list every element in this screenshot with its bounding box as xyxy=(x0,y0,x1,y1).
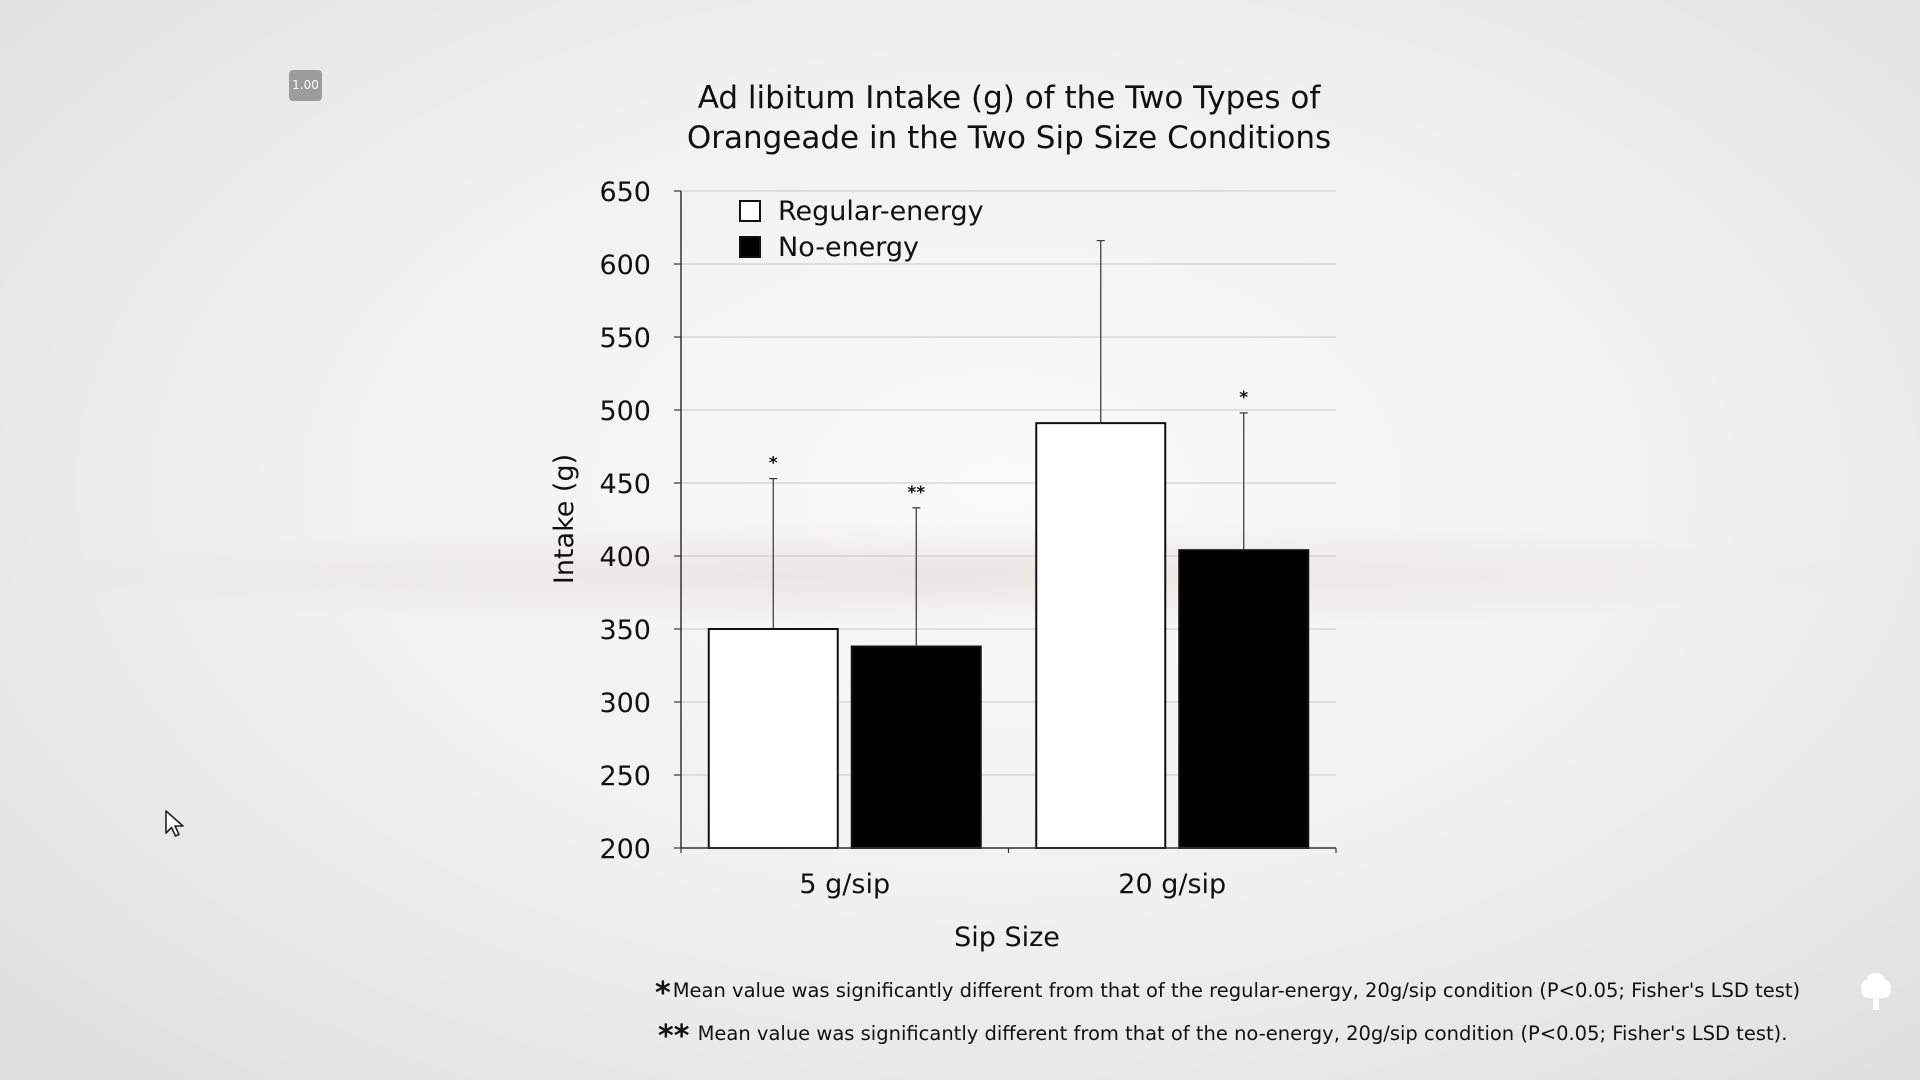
legend-swatch xyxy=(739,236,761,258)
y-tick-label: 600 xyxy=(599,250,651,281)
footnote-1-text: Mean value was significantly different f… xyxy=(672,979,1801,1002)
legend-label: No-energy xyxy=(778,232,919,263)
significance-marker: ** xyxy=(907,483,925,503)
significance-marker: * xyxy=(769,454,778,474)
y-tick-label: 300 xyxy=(599,688,651,719)
y-tick-label: 550 xyxy=(599,323,651,354)
playback-speed-badge[interactable]: 1.00 xyxy=(289,70,322,101)
bar xyxy=(1178,549,1310,849)
legend-swatch xyxy=(739,200,761,222)
footnote-2: ** Mean value was significantly differen… xyxy=(658,1019,1787,1054)
legend-label: Regular-energy xyxy=(778,196,984,227)
chart-title-line-2: Orangeade in the Two Sip Size Conditions xyxy=(687,120,1331,156)
bar xyxy=(1035,422,1167,849)
legend: Regular-energy No-energy xyxy=(739,196,984,263)
bars: **** xyxy=(707,240,1310,850)
y-tick-label: 350 xyxy=(599,615,651,646)
bar xyxy=(850,645,982,850)
y-tick-label: 200 xyxy=(599,834,651,865)
footnote-2-mark: ** xyxy=(658,1019,690,1054)
significance-marker: * xyxy=(1239,388,1248,408)
bar xyxy=(707,628,839,849)
y-axis-label: Intake (g) xyxy=(549,454,580,584)
footnote-1-mark: * xyxy=(655,976,671,1011)
x-category-labels: 5 g/sip 20 g/sip xyxy=(799,869,1226,900)
y-tick-label: 250 xyxy=(599,761,651,792)
y-tick-labels: 200 250 300 350 400 450 500 550 600 650 xyxy=(599,177,681,865)
chart-title-line-1: Ad libitum Intake (g) of the Two Types o… xyxy=(698,80,1322,116)
y-tick-label: 450 xyxy=(599,469,651,500)
x-category-label: 5 g/sip xyxy=(799,869,890,900)
x-axis-label: Sip Size xyxy=(954,922,1060,953)
footnote-1: * Mean value was significantly different … xyxy=(655,976,1800,1011)
tree-icon[interactable] xyxy=(1858,970,1894,1012)
axes xyxy=(680,191,1337,853)
y-tick-label: 650 xyxy=(599,177,651,208)
x-category-label: 20 g/sip xyxy=(1118,869,1226,900)
y-tick-label: 400 xyxy=(599,542,651,573)
footnote-2-text: Mean value was significantly different f… xyxy=(691,1022,1788,1045)
y-tick-label: 500 xyxy=(599,396,651,427)
mouse-pointer-icon xyxy=(165,810,184,837)
